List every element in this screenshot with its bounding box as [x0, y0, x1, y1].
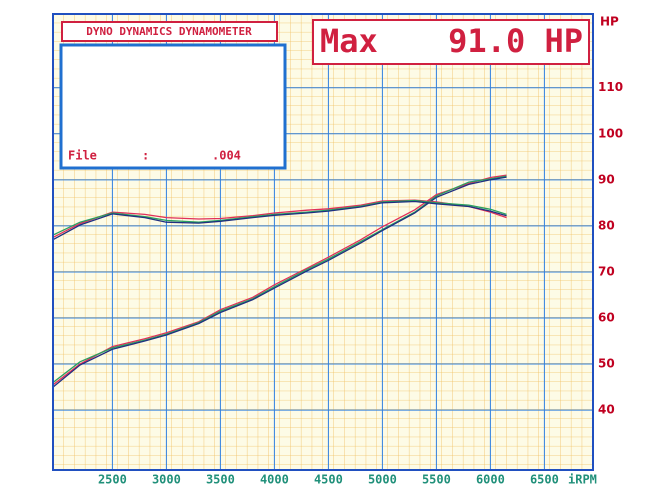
max-label: Max — [320, 22, 378, 60]
run-curve — [52, 175, 507, 384]
run-curve — [52, 200, 507, 241]
y-tick-label: 60 — [598, 311, 615, 325]
x-tick-label: 3500 — [206, 473, 235, 487]
max-box — [312, 19, 590, 65]
y-tick-label: 50 — [598, 357, 615, 371]
header: DYNO DYNAMICS DYNAMOMETER — [86, 25, 252, 38]
plot-border — [52, 13, 594, 471]
y-tick-label: 100 — [598, 126, 623, 140]
y-tick-label: 70 — [598, 264, 615, 278]
run-curve — [52, 174, 507, 386]
x-tick-label: 5000 — [368, 473, 397, 487]
x-axis-label: iRPM — [568, 473, 597, 487]
y-tick-label: 80 — [598, 218, 615, 232]
file-value: .004 — [212, 149, 241, 163]
max-value: 91.0 HP — [448, 22, 583, 60]
x-tick-label: 4000 — [260, 473, 289, 487]
file-label: File — [68, 149, 97, 163]
header-box — [61, 21, 278, 42]
x-tick-label: 6000 — [476, 473, 505, 487]
info-box — [59, 43, 287, 170]
x-tick-label: 5500 — [422, 473, 451, 487]
run-curve — [52, 199, 507, 236]
curves — [52, 174, 507, 388]
y-tick-label: 90 — [598, 172, 615, 186]
x-tick-label: 2500 — [98, 473, 127, 487]
x-tick-label: 4500 — [314, 473, 343, 487]
y-axis-label: HP — [600, 15, 619, 29]
x-tick-label: 6500 — [530, 473, 559, 487]
y-tick-label: 40 — [598, 403, 615, 417]
file-sep: : — [142, 149, 149, 163]
run-curve — [52, 176, 507, 388]
x-tick-label: 3000 — [152, 473, 181, 487]
y-tick-label: 110 — [598, 80, 623, 94]
